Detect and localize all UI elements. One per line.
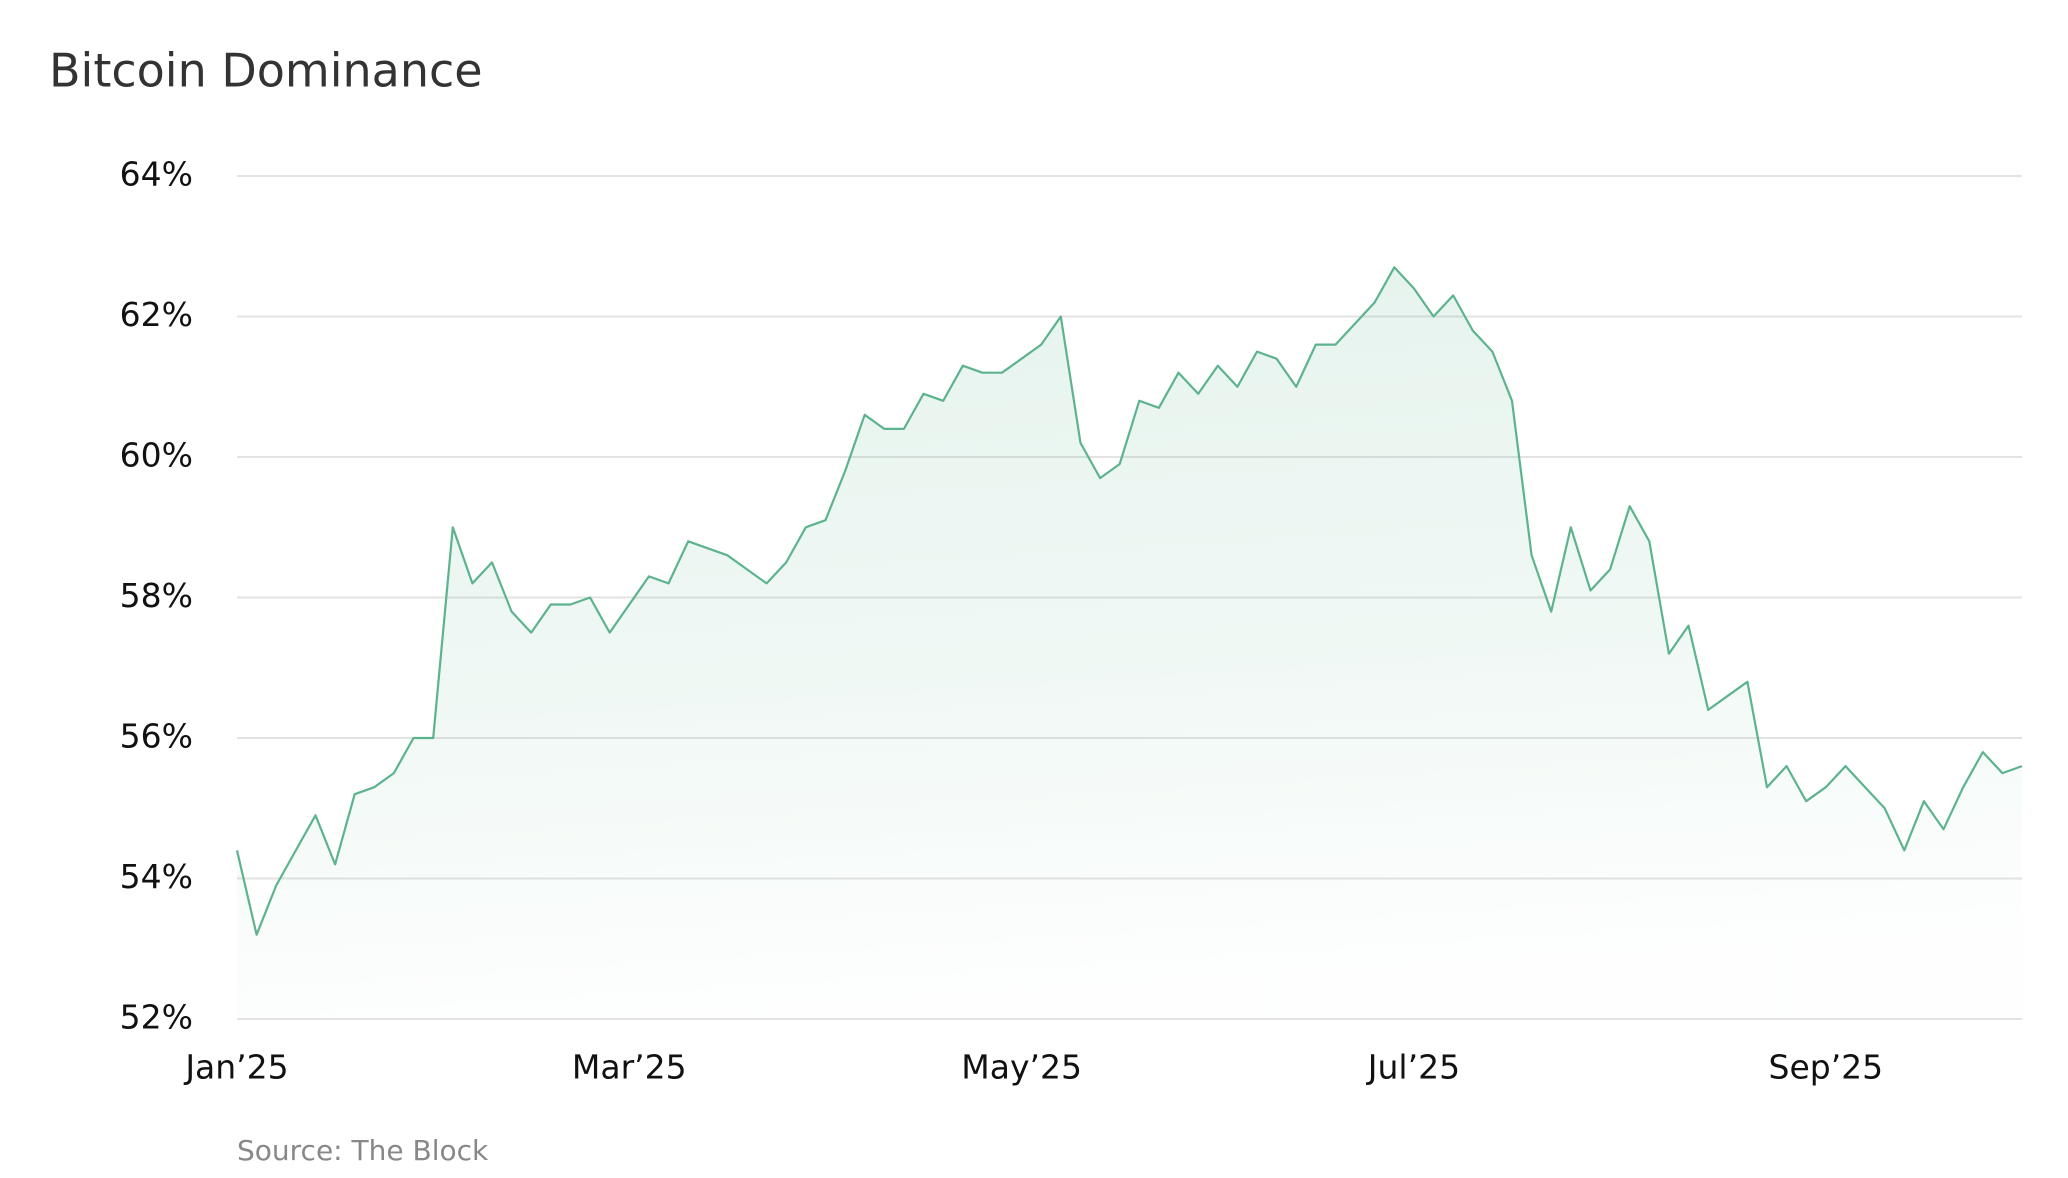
- x-tick-label: Sep’25: [1769, 1048, 1884, 1087]
- y-tick-label: 62%: [120, 295, 193, 334]
- x-tick-label: Jan’25: [183, 1048, 288, 1087]
- y-tick-label: 64%: [120, 155, 193, 194]
- y-tick-label: 54%: [120, 857, 193, 896]
- source-note: Source: The Block: [237, 1134, 489, 1167]
- line: [235, 266, 2023, 936]
- y-tick-label: 56%: [120, 717, 193, 756]
- chart-title: Bitcoin Dominance: [49, 44, 483, 98]
- x-tick-label: May’25: [961, 1048, 1082, 1087]
- y-tick-label: 52%: [120, 998, 193, 1037]
- y-tick-label: 58%: [120, 576, 193, 615]
- area-fill: [237, 267, 2022, 1019]
- y-tick-label: 60%: [120, 436, 193, 475]
- x-tick-label: Jul’25: [1366, 1048, 1460, 1087]
- x-tick-label: Mar’25: [572, 1048, 687, 1087]
